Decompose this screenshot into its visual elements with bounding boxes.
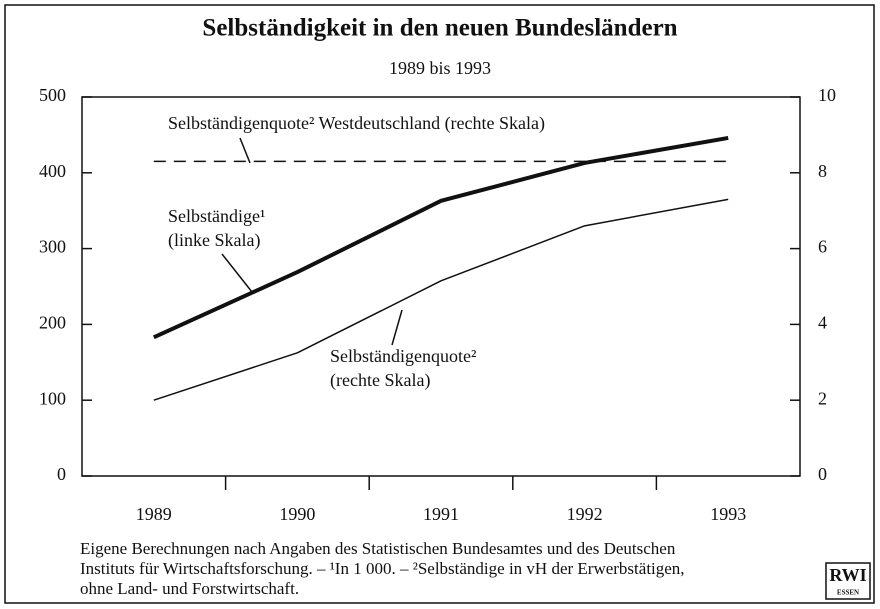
leader-line (391, 309, 403, 346)
annotation: Selbständigenquote² Westdeutschland (rec… (168, 113, 545, 134)
logo-box (825, 562, 871, 600)
annotation: (rechte Skala) (330, 370, 430, 391)
y-tick-label: 0 (57, 464, 66, 484)
footnote: ohne Land- und Forstwirtschaft. (80, 579, 299, 598)
footnote: Eigene Berechnungen nach Angaben des Sta… (80, 539, 676, 558)
y-tick-label: 400 (39, 161, 66, 181)
line-series (153, 198, 729, 401)
y-tick-label: 300 (39, 237, 66, 257)
x-tick-label: 1991 (423, 504, 459, 524)
y2-tick-label: 4 (818, 313, 827, 333)
logo-text: RWI (829, 565, 866, 585)
x-tick-label: 1989 (136, 504, 172, 524)
y-tick-label: 500 (39, 85, 66, 105)
y2-tick-label: 8 (818, 161, 827, 181)
annotation: Selbständige¹ (168, 206, 265, 226)
annotation: Selbständigenquote² (330, 346, 476, 366)
annotation: (linke Skala) (168, 230, 260, 251)
frame (4, 4, 875, 604)
y-tick-label: 200 (39, 313, 66, 333)
x-tick-label: 1990 (279, 504, 315, 524)
plot-frame (81, 96, 801, 477)
leader-line (239, 137, 251, 164)
y-tick-label: 100 (39, 388, 66, 408)
logo-subtext: ESSEN (837, 589, 859, 597)
x-tick-label: 1992 (567, 504, 603, 524)
chart-title: Selbständigkeit in den neuen Bundeslände… (202, 15, 677, 42)
y2-tick-label: 10 (818, 85, 836, 105)
footnote: Instituts für Wirtschaftsforschung. – ¹I… (80, 559, 685, 578)
x-tick-label: 1993 (710, 504, 746, 524)
chart-subtitle: 1989 bis 1993 (389, 58, 491, 78)
line-series (152, 135, 729, 340)
y2-tick-label: 6 (818, 237, 827, 257)
y2-tick-label: 0 (818, 464, 827, 484)
y2-tick-label: 2 (818, 388, 827, 408)
leader-line (221, 253, 253, 293)
